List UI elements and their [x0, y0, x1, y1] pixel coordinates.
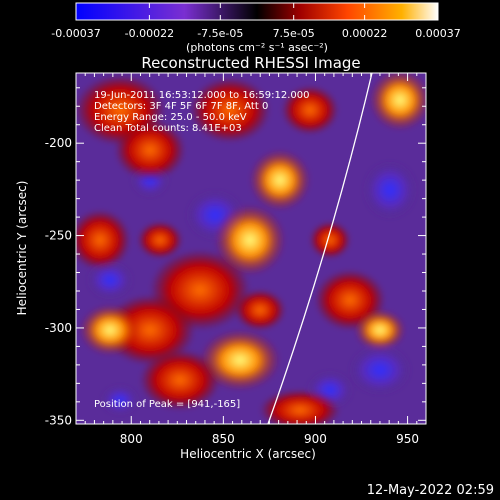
- y-axis-label: Heliocentric Y (arcsec): [15, 181, 29, 316]
- timestamp: 12-May-2022 02:59: [367, 483, 494, 498]
- x-axis-ticks: 800 850 900 950: [84, 73, 427, 446]
- colorbar-tick-label: 7.5e-05: [273, 27, 315, 40]
- colorbar-units: (photons cm⁻² s⁻¹ asec⁻²): [186, 41, 328, 54]
- colorbar-tick-label: 0.00037: [415, 27, 461, 40]
- colorbar: -0.00037 -0.00022 -7.5e-05 7.5e-05 0.00022 0.…: [51, 2, 461, 54]
- colorbar-ticks: -0.00037 -0.00022 -7.5e-05 7.5e-05 0.00022 0.…: [51, 3, 461, 40]
- y-tick-label: -350: [45, 413, 72, 427]
- x-axis-label: Heliocentric X (arcsec): [180, 447, 316, 461]
- detectors: Detectors: 3F 4F 5F 6F 7F 8F, Att 0: [94, 101, 268, 112]
- colorbar-tick-label: -0.00022: [125, 27, 174, 40]
- x-tick-label: 900: [304, 432, 327, 446]
- y-tick-label: -300: [45, 321, 72, 335]
- rhessi-image: [76, 73, 426, 424]
- y-tick-label: -250: [45, 229, 72, 243]
- x-tick-label: 850: [212, 432, 235, 446]
- colorbar-tick-label: -0.00037: [51, 27, 100, 40]
- y-tick-label: -200: [45, 136, 72, 150]
- solar-limb: [267, 73, 373, 424]
- colorbar-strip: [75, 2, 439, 21]
- x-tick-label: 800: [120, 432, 143, 446]
- clean-counts: Clean Total counts: 8.41E+03: [94, 123, 242, 134]
- peak-position: Position of Peak = [941,-165]: [94, 399, 240, 410]
- plot-title: Reconstructed RHESSI Image: [141, 54, 360, 72]
- observation-info: 19-Jun-2011 16:53:12.000 to 16:59:12.000…: [94, 90, 310, 410]
- x-tick-label: 950: [396, 432, 419, 446]
- time-range: 19-Jun-2011 16:53:12.000 to 16:59:12.000: [94, 90, 310, 101]
- energy-range: Energy Range: 25.0 - 50.0 keV: [94, 112, 247, 123]
- colorbar-tick-label: -7.5e-05: [197, 27, 243, 40]
- y-axis-ticks: -200 -250 -300 -350: [45, 87, 426, 427]
- colorbar-tick-label: 0.00022: [342, 27, 388, 40]
